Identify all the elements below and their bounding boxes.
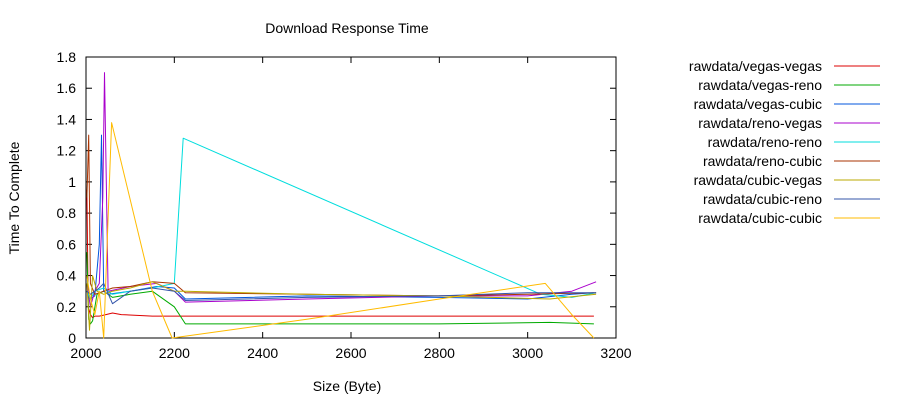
x-axis-title: Size (Byte) [313, 378, 381, 394]
series-line-rawdata-vegas-cubic [86, 134, 594, 300]
legend-label: rawdata/cubic-cubic [698, 210, 822, 226]
legend-label: rawdata/reno-vegas [698, 115, 822, 131]
legend: rawdata/vegas-vegas rawdata/vegas-reno raw… [689, 58, 880, 226]
legend-label: rawdata/vegas-cubic [694, 96, 822, 112]
y-tick-label: 1.8 [57, 49, 77, 65]
series-line-rawdata-cubic-reno [86, 282, 597, 305]
y-tick-label: 0.6 [57, 236, 77, 252]
series-line-rawdata-reno-reno [86, 137, 597, 300]
x-tick-label: 3200 [600, 345, 631, 361]
y-tick-label: 0.8 [57, 205, 77, 221]
y-axis-title: Time To Complete [6, 141, 22, 254]
series-line-rawdata-cubic-vegas [86, 275, 597, 331]
y-tick-label: 0.4 [57, 268, 77, 284]
series-lines [86, 72, 597, 339]
series-line-rawdata-reno-vegas [86, 72, 597, 308]
series-line-rawdata-vegas-vegas [86, 189, 594, 319]
axis-ticks: 2000 2200 2400 2600 2800 3000 3200 0 0.2 0.4 0.6 0.… [57, 49, 632, 361]
legend-label: rawdata/reno-cubic [703, 153, 822, 169]
y-tick-label: 1.4 [57, 111, 77, 127]
y-tick-label: 0.2 [57, 299, 77, 315]
x-tick-label: 2600 [335, 345, 366, 361]
x-tick-label: 2000 [70, 345, 101, 361]
legend-label: rawdata/cubic-vegas [694, 172, 822, 188]
x-tick-label: 2800 [424, 345, 455, 361]
legend-label: rawdata/vegas-reno [698, 77, 822, 93]
legend-label: rawdata/reno-reno [708, 134, 823, 150]
y-tick-label: 1.6 [57, 80, 77, 96]
x-tick-label: 3000 [512, 345, 543, 361]
plot-area-frame [85, 56, 617, 339]
x-tick-label: 2400 [247, 345, 278, 361]
legend-label: rawdata/cubic-reno [703, 191, 822, 207]
y-tick-label: 1 [68, 174, 76, 190]
chart-title: Download Response Time [265, 20, 429, 36]
y-tick-label: 0 [68, 330, 76, 346]
series-line-rawdata-cubic-cubic [86, 122, 595, 339]
series-line-rawdata-vegas-reno [86, 252, 594, 325]
y-tick-label: 1.2 [57, 143, 77, 159]
x-tick-label: 2200 [159, 345, 190, 361]
legend-label: rawdata/vegas-vegas [689, 58, 822, 74]
series-line-rawdata-reno-cubic [86, 134, 597, 297]
